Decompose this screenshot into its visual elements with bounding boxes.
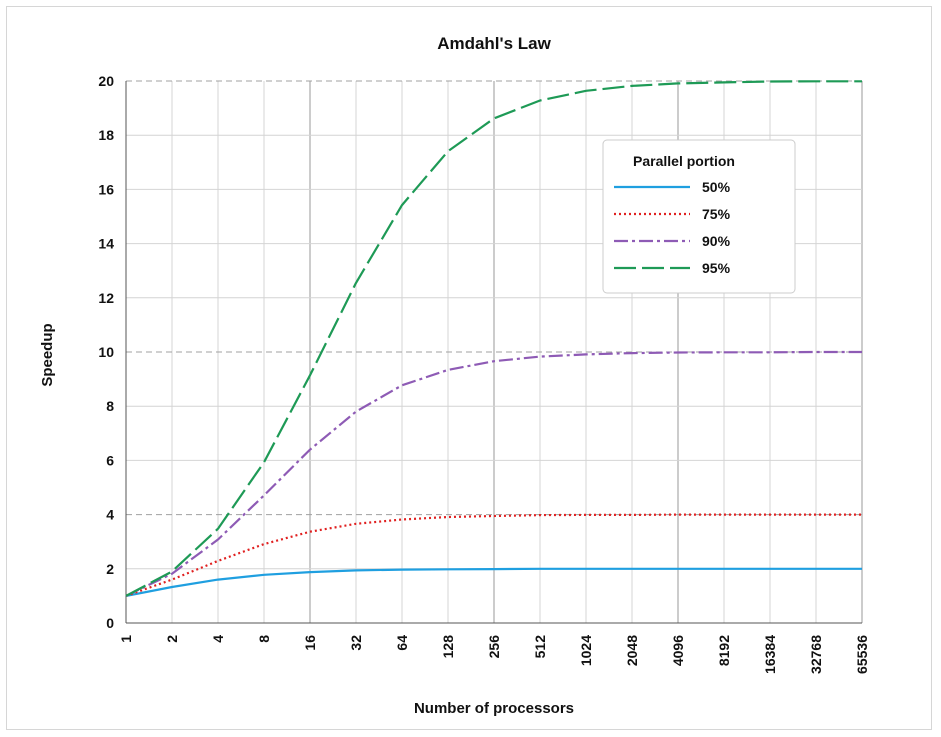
x-tick-label: 32768 [808, 635, 824, 674]
x-tick-label: 2 [164, 635, 180, 643]
legend-box [602, 139, 796, 294]
y-tick-label: 2 [106, 561, 114, 577]
legend-label: 95% [702, 260, 731, 276]
y-tick-label: 4 [106, 507, 114, 523]
legend-label: 50% [702, 179, 731, 195]
x-tick-label: 32 [348, 635, 364, 651]
x-axis-title: Number of processors [414, 700, 574, 717]
x-tick-label: 4 [210, 635, 226, 643]
x-tick-label: 16384 [762, 635, 778, 674]
x-tick-label: 512 [532, 635, 548, 659]
series-layer [125, 80, 862, 597]
x-tick-label: 1024 [578, 635, 594, 666]
x-tick-label: 1 [118, 635, 134, 643]
chart-title: Amdahl's Law [437, 34, 551, 53]
x-tick-label: 4096 [670, 635, 686, 666]
y-tick-label: 12 [98, 290, 114, 306]
x-tick-label: 64 [394, 635, 410, 651]
x-tick-label: 8 [256, 635, 272, 643]
legend-items: 50% 75% 90% 95% [614, 179, 731, 276]
x-tick-label: 256 [486, 635, 502, 659]
legend-label: 75% [702, 206, 731, 222]
x-tick-label: 8192 [716, 635, 732, 666]
series-line-75pct [125, 513, 862, 597]
legend-label: 90% [702, 233, 731, 249]
y-tick-label: 6 [106, 452, 114, 468]
series-line-90pct [125, 350, 862, 597]
series-line-95pct [125, 80, 862, 597]
axes [125, 81, 862, 624]
series-line-50pct [125, 567, 862, 597]
y-axis-title: Speedup [39, 323, 56, 386]
legend: Parallel portion 50% 75% 90% 95% [602, 139, 796, 294]
y-tick-label: 8 [106, 398, 114, 414]
y-tick-label: 20 [98, 73, 114, 89]
y-tick-label: 18 [98, 127, 114, 143]
chart-frame [6, 6, 932, 730]
x-tick-label: 128 [440, 635, 456, 659]
y-tick-label: 16 [98, 181, 114, 197]
x-tick-label: 65536 [854, 635, 870, 674]
y-tick-label: 0 [106, 615, 114, 631]
y-tick-label: 10 [98, 344, 114, 360]
y-tick-label: 14 [98, 236, 114, 252]
x-tick-label: 2048 [624, 635, 640, 666]
legend-title: Parallel portion [633, 153, 735, 169]
x-tick-label: 16 [302, 635, 318, 651]
